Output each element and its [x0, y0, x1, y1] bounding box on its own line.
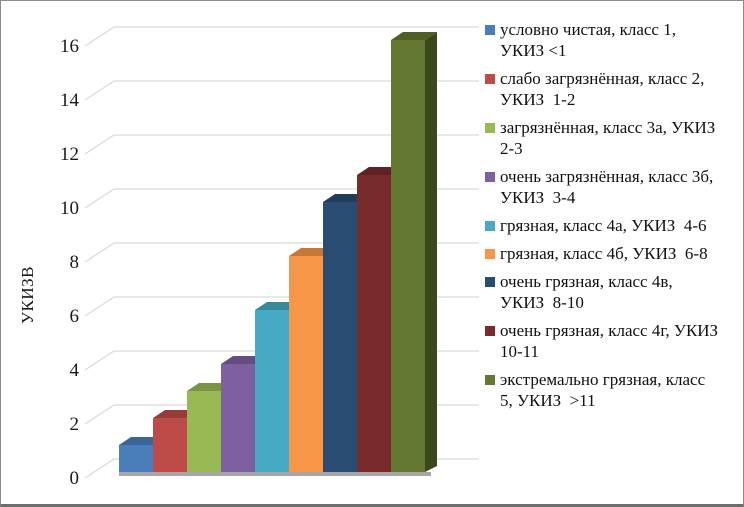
legend-item: очень грязная, класс 4г, УКИЗ 10-11 — [485, 320, 719, 362]
legend-item-label: грязная, класс 4б, УКИЗ 6-8 — [500, 244, 708, 263]
bar — [153, 418, 187, 472]
legend-item-label: загрязнённая, класс 3а, УКИЗ 2-3 — [500, 118, 724, 158]
bar — [289, 256, 323, 472]
y-tick-label: 16 — [60, 36, 79, 57]
bar — [357, 175, 391, 472]
gridline-diagonal — [84, 458, 115, 479]
bar — [323, 202, 357, 472]
y-tick-label: 14 — [60, 90, 80, 111]
legend-item: слабо загрязнённая, класс 2, УКИЗ 1-2 — [485, 68, 719, 110]
legend-swatch — [485, 277, 495, 287]
gridline-diagonal — [84, 188, 115, 209]
y-tick-label: 0 — [70, 468, 80, 489]
legend-item-label: условно чистая, класс 1, УКИЗ <1 — [500, 20, 681, 60]
y-tick-label: 6 — [70, 306, 80, 327]
bar-side — [425, 32, 437, 472]
y-tick-label: 2 — [70, 414, 80, 435]
legend-swatch — [485, 375, 495, 385]
bar — [255, 310, 289, 472]
y-tick-label: 10 — [60, 198, 79, 219]
legend-item-label: грязная, класс 4а, УКИЗ 4-6 — [500, 216, 707, 235]
legend-item-label: слабо загрязнённая, класс 2, УКИЗ 1-2 — [500, 69, 709, 109]
floor — [119, 472, 431, 476]
legend-swatch — [485, 249, 495, 259]
gridline-diagonal — [84, 134, 115, 155]
legend-item: грязная, класс 4а, УКИЗ 4-6 — [485, 215, 719, 236]
legend-swatch — [485, 25, 495, 35]
bar — [187, 391, 221, 472]
legend-swatch — [485, 326, 495, 336]
bar — [119, 445, 153, 472]
legend-item: загрязнённая, класс 3а, УКИЗ 2-3 — [485, 117, 719, 159]
legend-swatch — [485, 172, 495, 182]
legend-swatch — [485, 123, 495, 133]
gridline-diagonal — [84, 404, 115, 425]
legend-item-label: очень загрязнённая, класс 3б, УКИЗ 3-4 — [500, 167, 718, 207]
gridline-diagonal — [84, 26, 115, 47]
gridline-diagonal — [84, 350, 115, 371]
gridline-diagonal — [84, 80, 115, 101]
y-tick-label: 12 — [60, 144, 79, 165]
y-tick-label: 4 — [70, 360, 80, 381]
bar — [391, 40, 425, 472]
y-tick-label: 8 — [70, 252, 80, 273]
legend-item: очень грязная, класс 4в, УКИЗ 8-10 — [485, 271, 719, 313]
legend-swatch — [485, 74, 495, 84]
bar-top — [391, 32, 437, 40]
legend-item-label: очень грязная, класс 4г, УКИЗ 10-11 — [500, 321, 727, 361]
legend: условно чистая, класс 1, УКИЗ <1 слабо за… — [485, 19, 719, 418]
bar — [221, 364, 255, 472]
legend-swatch — [485, 221, 495, 231]
legend-item: условно чистая, класс 1, УКИЗ <1 — [485, 19, 719, 61]
legend-item: грязная, класс 4б, УКИЗ 6-8 — [485, 243, 719, 264]
legend-item-label: очень грязная, класс 4в, УКИЗ 8-10 — [500, 272, 677, 312]
legend-item: экстремально грязная, класс 5, УКИЗ >11 — [485, 369, 719, 411]
gridline-diagonal — [84, 242, 115, 263]
y-axis-title: УКИЗВ — [18, 266, 37, 325]
gridline-diagonal — [84, 296, 115, 317]
legend-item: очень загрязнённая, класс 3б, УКИЗ 3-4 — [485, 166, 719, 208]
legend-item-label: экстремально грязная, класс 5, УКИЗ >11 — [500, 370, 710, 410]
